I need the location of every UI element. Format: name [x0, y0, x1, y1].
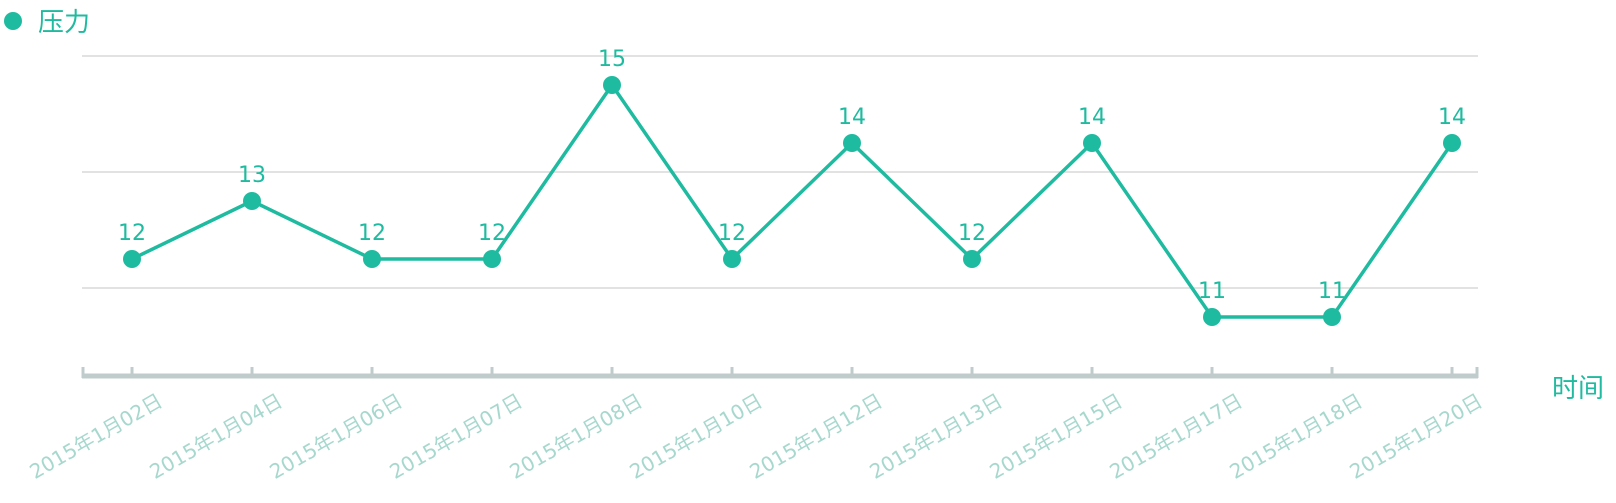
data-label: 11 — [1198, 279, 1226, 304]
legend-label: 压力 — [38, 8, 91, 38]
x-tick-label: 2015年1月17日 — [1105, 389, 1246, 484]
data-point — [123, 250, 141, 268]
data-point — [1083, 134, 1101, 152]
x-tick-label: 2015年1月06日 — [265, 389, 406, 484]
data-point — [483, 250, 501, 268]
data-label: 15 — [598, 47, 626, 72]
data-point — [1323, 308, 1341, 326]
x-tick-label: 2015年1月13日 — [865, 389, 1006, 484]
legend[interactable]: 压力 — [4, 2, 90, 39]
x-axis-title: 时间 — [1552, 374, 1605, 404]
x-tick-label: 2015年1月07日 — [385, 389, 526, 484]
data-label: 14 — [838, 105, 866, 130]
x-tick-label: 2015年1月15日 — [985, 389, 1126, 484]
x-tick-label: 2015年1月12日 — [745, 389, 886, 484]
series-line — [131, 83, 1454, 319]
data-point — [243, 192, 261, 210]
x-tick-label: 2015年1月04日 — [145, 389, 286, 484]
x-tick-label: 2015年1月08日 — [505, 389, 646, 484]
data-label: 12 — [358, 221, 386, 246]
data-label: 12 — [118, 221, 146, 246]
data-point — [723, 250, 741, 268]
legend-marker-icon — [4, 11, 22, 30]
data-point — [843, 134, 861, 152]
data-label: 11 — [1318, 279, 1346, 304]
data-label: 12 — [718, 221, 746, 246]
data-point — [1203, 308, 1221, 326]
data-label: 12 — [958, 221, 986, 246]
data-point — [603, 76, 621, 94]
x-tick-label: 2015年1月20日 — [1345, 389, 1486, 484]
x-tick-label: 2015年1月18日 — [1225, 389, 1366, 484]
data-point — [1443, 134, 1461, 152]
data-label: 13 — [238, 163, 266, 188]
data-label: 12 — [478, 221, 506, 246]
data-point — [363, 250, 381, 268]
data-label: 14 — [1078, 105, 1106, 130]
x-tick-label: 2015年1月02日 — [25, 389, 166, 484]
data-label: 14 — [1438, 105, 1466, 130]
x-tick-label: 2015年1月10日 — [625, 389, 766, 484]
data-point — [963, 250, 981, 268]
